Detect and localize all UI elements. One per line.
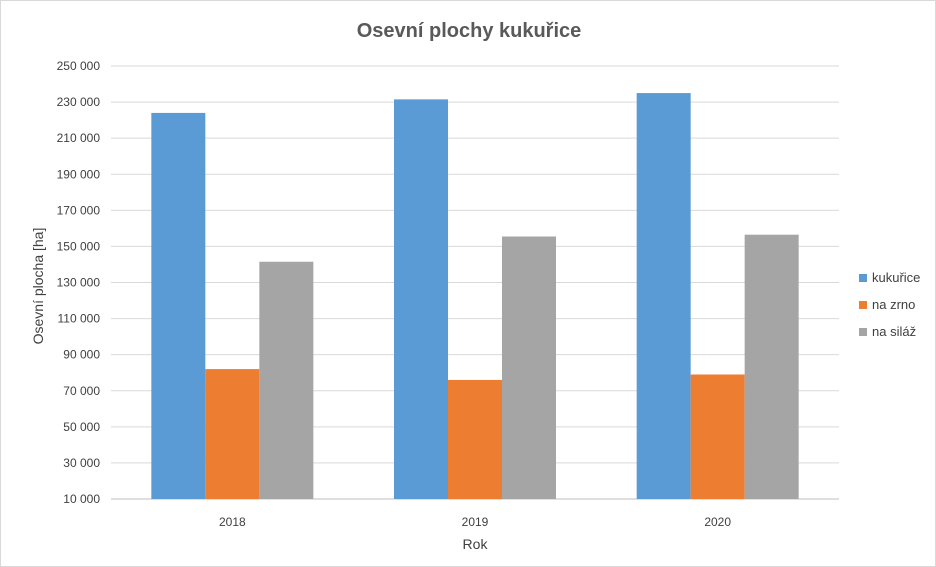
y-tick-label: 190 000 [57,167,101,181]
legend-swatch [859,274,867,282]
x-tick-label: 2018 [219,515,246,529]
y-axis-ticks: 10 000 30 000 50 000 70 000 90 000 110 000 130… [57,59,101,506]
y-tick-label: 130 000 [57,276,101,290]
legend-swatch [859,301,867,309]
x-axis-ticks: 2018 2019 2020 [219,515,731,529]
y-tick-label: 210 000 [57,131,101,145]
y-tick-label: 90 000 [63,348,100,362]
legend-label: na siláž [872,324,916,339]
y-tick-label: 230 000 [57,95,101,109]
bars [151,93,799,500]
chart-title: Osevní plochy kukuřice [357,20,582,42]
y-tick-label: 110 000 [58,312,101,326]
bar-2018-1 [205,369,260,499]
y-tick-label: 70 000 [63,384,100,398]
bar-2019-2 [502,236,556,499]
y-tick-label: 150 000 [57,239,101,253]
legend-label: kukuřice [872,270,920,285]
x-tick-label: 2020 [704,515,731,529]
y-axis-title: Osevní plocha [ha] [30,228,46,345]
y-tick-label: 50 000 [63,420,100,434]
bar-2020-2 [744,234,799,500]
legend-label: na zrno [872,297,915,312]
y-tick-label: 250 000 [57,59,101,73]
bar-2018-2 [259,261,314,499]
legend-swatch [859,328,867,336]
bar-2018-0 [151,112,206,500]
legend: kukuřice na zrno na siláž [859,270,920,339]
y-tick-label: 30 000 [63,456,100,470]
x-axis-title: Rok [463,536,489,552]
bar-2019-1 [448,379,502,499]
bar-2020-1 [690,374,745,499]
bar-2019-0 [394,99,448,500]
bar-2020-0 [636,93,691,499]
y-tick-label: 10 000 [63,492,100,506]
y-tick-label: 170 000 [57,203,101,217]
x-tick-label: 2019 [462,515,489,529]
